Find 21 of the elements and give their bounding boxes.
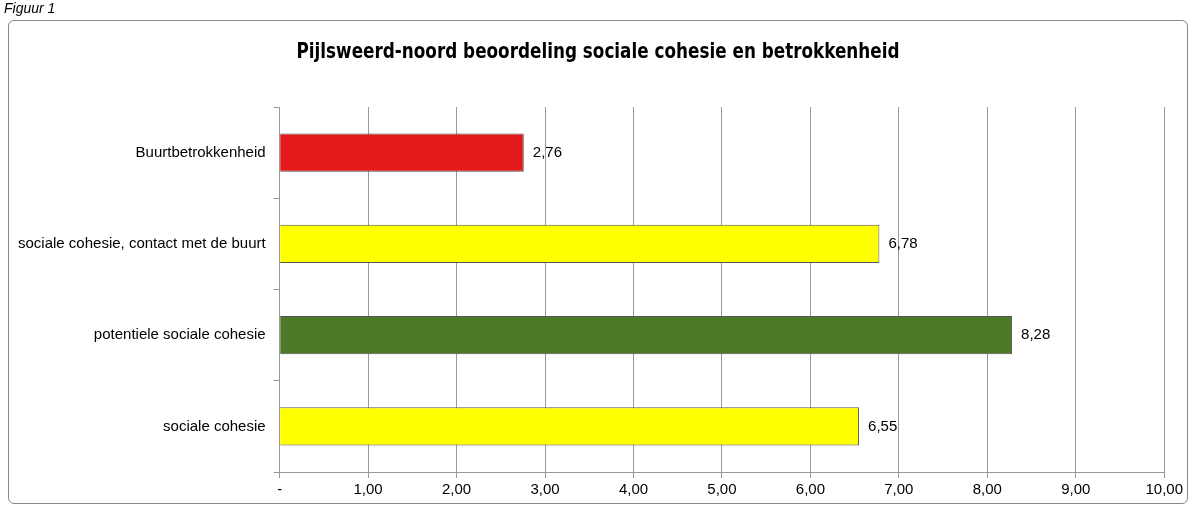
- data-label: 2,76: [532, 142, 562, 160]
- y-tick-label: potentiele sociale cohesie: [93, 325, 266, 343]
- x-tick-label: 5,00: [707, 480, 737, 498]
- x-tick-label: 2,00: [441, 480, 472, 498]
- x-tick-label: 1,00: [353, 480, 383, 498]
- x-tick-label: 6,00: [795, 480, 825, 498]
- x-tick-label: -: [277, 480, 283, 498]
- chart-title: Pijlsweerd-noord beoordeling sociale cohesie en betrokkenheid: [295, 38, 901, 63]
- y-tick-label: Buurtbetrokkenheid: [135, 142, 266, 160]
- text: Figuur 1: [4, 0, 56, 16]
- x-tick-label: 8,00: [972, 480, 1002, 498]
- data-label: 6,55: [868, 416, 898, 434]
- y-tick-label: sociale cohesie, contact met de buurt: [18, 234, 267, 252]
- x-tick-label: 7,00: [884, 480, 914, 498]
- x-tick-label: 4,00: [618, 480, 649, 498]
- x-tick-label: 10,00: [1145, 480, 1184, 498]
- data-label: 8,28: [1021, 325, 1051, 343]
- x-tick-label: 9,00: [1061, 480, 1091, 498]
- x-tick-label: 3,00: [530, 480, 560, 498]
- data-label: 6,78: [888, 234, 918, 252]
- y-tick-label: sociale cohesie: [163, 416, 266, 434]
